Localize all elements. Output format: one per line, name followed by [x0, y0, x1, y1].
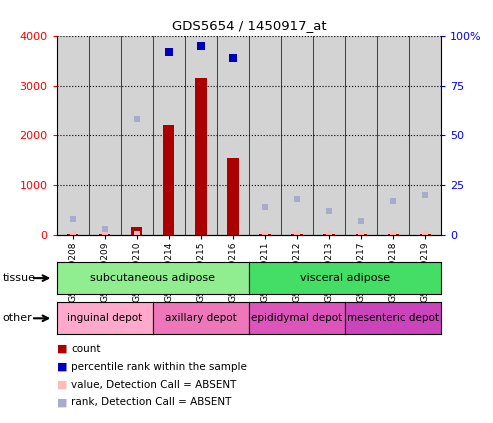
Bar [89, 36, 121, 235]
Bar [249, 36, 281, 235]
Bar [313, 36, 345, 235]
Bar [420, 233, 431, 235]
Text: axillary depot: axillary depot [165, 313, 237, 323]
Bar [377, 36, 409, 235]
Text: epididymal depot: epididymal depot [251, 313, 343, 323]
Text: tissue: tissue [2, 273, 35, 283]
Text: value, Detection Call = ABSENT: value, Detection Call = ABSENT [71, 379, 237, 390]
Bar [185, 36, 217, 235]
Text: subcutaneous adipose: subcutaneous adipose [90, 273, 215, 283]
Bar [387, 233, 399, 235]
Bar [227, 158, 239, 235]
Text: other: other [2, 313, 32, 323]
Bar [259, 233, 271, 235]
Bar [323, 233, 335, 235]
Title: GDS5654 / 1450917_at: GDS5654 / 1450917_at [172, 19, 326, 32]
Bar [57, 36, 89, 235]
Text: ■: ■ [57, 344, 67, 354]
Bar [409, 36, 441, 235]
Text: ■: ■ [57, 379, 67, 390]
Bar [355, 233, 367, 235]
Text: ■: ■ [57, 362, 67, 372]
Bar [67, 233, 78, 235]
Text: rank, Detection Call = ABSENT: rank, Detection Call = ABSENT [71, 397, 232, 407]
Text: percentile rank within the sample: percentile rank within the sample [71, 362, 247, 372]
Bar [217, 36, 249, 235]
Text: visceral adipose: visceral adipose [300, 273, 390, 283]
Text: ■: ■ [57, 397, 67, 407]
Text: inguinal depot: inguinal depot [67, 313, 142, 323]
Bar [195, 78, 207, 235]
Bar [131, 227, 142, 235]
Bar [291, 233, 303, 235]
Bar [99, 233, 110, 235]
Bar [281, 36, 313, 235]
Bar [345, 36, 377, 235]
Bar [121, 36, 153, 235]
Text: mesenteric depot: mesenteric depot [347, 313, 439, 323]
Bar [153, 36, 185, 235]
Text: count: count [71, 344, 101, 354]
Bar [163, 125, 175, 235]
